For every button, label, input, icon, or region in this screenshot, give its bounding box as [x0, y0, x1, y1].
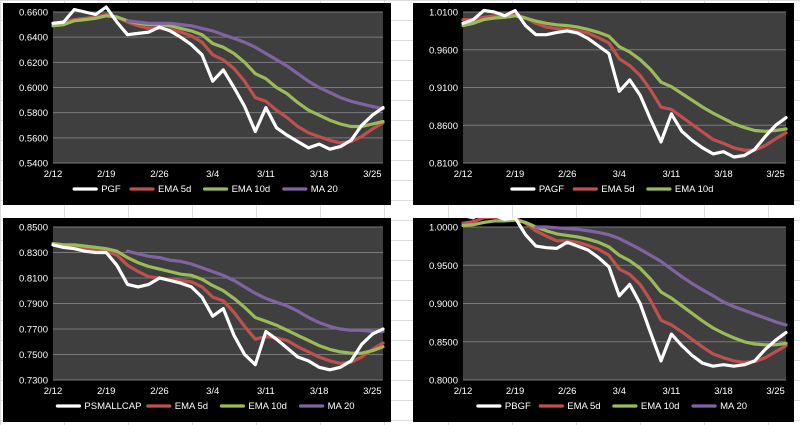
y-tick-label: 0.9000 — [429, 299, 458, 310]
series-line-pgf — [51, 5, 385, 151]
y-tick-label: 0.8500 — [429, 337, 458, 348]
series-line-ema-10d — [461, 14, 788, 133]
series-line-ema-5d — [51, 243, 385, 365]
x-tick-label: 3/4 — [613, 386, 626, 397]
x-tick-label: 2/26 — [150, 386, 169, 397]
y-tick-label: 1.0000 — [429, 223, 458, 234]
legend-label: MA 20 — [328, 401, 355, 412]
y-tick-label: 0.9100 — [429, 83, 458, 94]
y-tick-label: 0.6400 — [19, 33, 48, 44]
x-tick-label: 3/25 — [766, 386, 785, 397]
x-tick-label: 3/4 — [206, 169, 219, 180]
legend-label: PAGF — [539, 184, 564, 195]
chart-svg: 0.8500 0.8300 0.8100 0.7900 0.7700 0.7500 0.73… — [3, 218, 391, 422]
x-tick-label: 2/26 — [558, 386, 577, 397]
x-tick-label: 3/11 — [662, 386, 680, 397]
legend-label: EMA 5d — [601, 184, 634, 195]
x-tick-label: 2/19 — [97, 386, 116, 397]
x-tick-label: 3/4 — [613, 169, 626, 180]
x-tick-label: 3/11 — [257, 169, 275, 180]
y-tick-label: 0.9500 — [429, 261, 458, 272]
y-tick-label: 0.8100 — [429, 159, 458, 170]
y-tick-label: 0.7300 — [19, 376, 48, 387]
y-tick-label: 0.5600 — [19, 133, 48, 144]
legend-label: EMA 10d — [232, 184, 271, 195]
legend-label: EMA 10d — [248, 401, 287, 412]
y-tick-label: 0.8000 — [429, 376, 458, 387]
legend-label: EMA 5d — [567, 401, 600, 412]
legend-label: EMA 5d — [158, 184, 191, 195]
chart-psmallcap[interactable]: 0.8500 0.8300 0.8100 0.7900 0.7700 0.7500 0.73… — [3, 218, 391, 422]
x-tick-label: 3/11 — [257, 386, 275, 397]
series-line-psmallcap — [51, 243, 385, 372]
chart-pbgf[interactable]: 1.0000 0.9500 0.9000 0.8500 0.8000 2/12 2/19 2/… — [413, 218, 794, 422]
y-tick-label: 0.5800 — [19, 108, 48, 119]
series-line-ma-20 — [534, 225, 788, 327]
x-tick-label: 2/19 — [97, 169, 116, 180]
y-tick-label: 0.7500 — [19, 350, 48, 361]
chart-pgf[interactable]: 0.6600 0.6400 0.6200 0.6000 0.5800 0.5600 0.54… — [3, 3, 391, 205]
chart-svg: 0.6600 0.6400 0.6200 0.6000 0.5800 0.5600 0.54… — [3, 3, 391, 205]
x-tick-label: 3/18 — [310, 386, 329, 397]
y-tick-label: 0.7700 — [19, 325, 48, 336]
x-tick-label: 2/19 — [506, 386, 525, 397]
x-tick-label: 3/18 — [310, 169, 329, 180]
y-tick-label: 1.0100 — [429, 8, 458, 19]
y-tick-label: 0.6600 — [19, 8, 48, 19]
x-tick-label: 3/18 — [714, 386, 733, 397]
legend-label: EMA 10d — [675, 184, 714, 195]
chart-pagf[interactable]: 1.0100 0.9600 0.9100 0.8600 0.8100 2/12 2/19 2/… — [413, 3, 794, 205]
y-tick-label: 0.8500 — [19, 223, 48, 234]
y-tick-label: 0.8300 — [19, 248, 48, 259]
series-line-pbgf — [466, 218, 788, 368]
legend-label: EMA 10d — [641, 401, 680, 412]
y-tick-label: 0.6200 — [19, 58, 48, 69]
x-tick-label: 2/12 — [44, 169, 63, 180]
y-tick-label: 0.7900 — [19, 299, 48, 310]
y-tick-label: 0.5400 — [19, 159, 48, 170]
x-tick-label: 3/18 — [714, 169, 733, 180]
legend-label: PBGF — [505, 401, 531, 412]
x-tick-label: 2/12 — [44, 386, 63, 397]
y-tick-label: 0.6000 — [19, 83, 48, 94]
legend-label: MA 20 — [720, 401, 747, 412]
x-tick-label: 3/4 — [206, 386, 219, 397]
x-tick-label: 3/25 — [363, 169, 382, 180]
x-tick-label: 2/19 — [506, 169, 525, 180]
legend-label: EMA 5d — [175, 401, 208, 412]
x-tick-label: 2/12 — [454, 386, 473, 397]
x-tick-label: 2/26 — [558, 169, 577, 180]
x-tick-label: 2/12 — [454, 169, 473, 180]
series-line-ema-10d — [51, 242, 385, 355]
x-tick-label: 3/25 — [766, 169, 785, 180]
legend-label: MA 20 — [311, 184, 338, 195]
legend-label: PSMALLCAP — [84, 401, 141, 412]
series-line-ma-20 — [125, 19, 385, 111]
series-line-pagf — [461, 8, 788, 159]
y-tick-label: 0.8100 — [19, 274, 48, 285]
y-tick-label: 0.8600 — [429, 121, 458, 132]
y-tick-label: 0.9600 — [429, 45, 458, 56]
series-line-ma-20 — [125, 249, 385, 334]
x-tick-label: 2/26 — [150, 169, 169, 180]
series-line-ema-10d — [51, 14, 385, 129]
x-tick-label: 3/11 — [662, 169, 680, 180]
legend-label: PGF — [101, 184, 121, 195]
x-tick-label: 3/25 — [363, 386, 382, 397]
